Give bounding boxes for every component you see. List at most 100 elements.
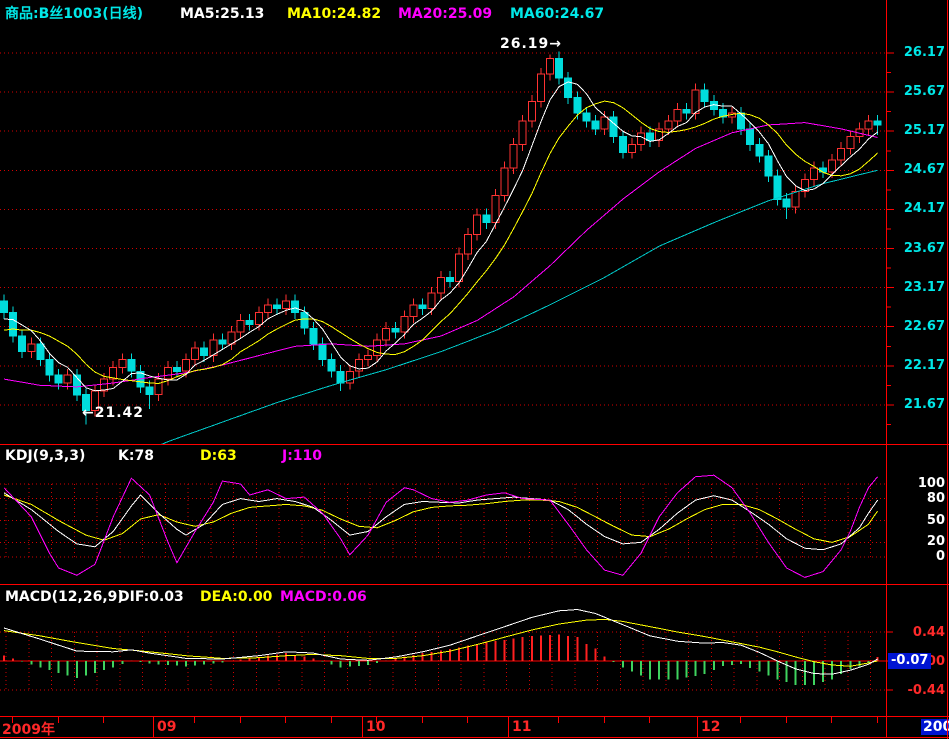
timeline-week-tick: [58, 717, 59, 723]
candle: [418, 298, 427, 315]
candle: [373, 333, 382, 362]
price-axis-label: 23.67: [903, 241, 945, 256]
candlestick-plot[interactable]: [0, 28, 949, 444]
candle: [200, 341, 209, 362]
candle: [191, 341, 200, 366]
candle: [500, 161, 509, 202]
candle: [282, 294, 291, 315]
macd-axis: 0.440.00-0.44: [890, 584, 948, 714]
candle: [791, 185, 800, 214]
candle: [291, 294, 300, 319]
candle: [873, 114, 882, 136]
candle: [427, 286, 436, 315]
price-axis-label: 25.17: [903, 123, 945, 138]
price-axis-label: 24.17: [903, 201, 945, 216]
ma60-readout: MA60:24.67: [510, 6, 605, 22]
timeline-week-tick: [422, 717, 423, 723]
price-axis-label: 26.17: [903, 45, 945, 60]
candle: [0, 294, 8, 319]
timeline[interactable]: 2009年 200 09 10 11 12: [0, 716, 949, 738]
timeline-month-line: [153, 717, 154, 738]
candle: [782, 193, 791, 219]
timeline-month-label: 10: [366, 719, 386, 735]
timeline-week-tick: [285, 717, 286, 723]
candle: [63, 368, 72, 390]
candle: [72, 368, 81, 401]
candle: [809, 161, 818, 186]
candle: [172, 361, 181, 378]
candle: [227, 325, 236, 351]
macd-plot[interactable]: [0, 584, 949, 714]
kdj-axis-label: 20: [926, 534, 945, 549]
timeline-week-tick: [877, 717, 878, 723]
candle: [18, 329, 27, 358]
timeline-month-label: 09: [157, 719, 177, 735]
kdj-plot[interactable]: [0, 444, 949, 584]
kdj-axis-label: 50: [926, 513, 945, 528]
kdj-axis: 100 80 50 20 0: [890, 444, 948, 584]
timeline-week-tick: [831, 717, 832, 723]
kdj-axis-label: 80: [926, 491, 945, 506]
timeline-week-tick: [740, 717, 741, 723]
ma10-readout: MA10:24.82: [287, 6, 382, 22]
candle: [773, 169, 782, 206]
candle: [27, 337, 36, 358]
timeline-week-tick: [376, 717, 377, 723]
candle: [345, 365, 354, 390]
candle: [9, 306, 18, 343]
timeline-month-label: 12: [701, 719, 721, 735]
ma20-readout: MA20:25.09: [398, 6, 493, 22]
price-axis: 26.17 25.67 25.17 24.67 24.17 23.67 23.17 22.67…: [890, 28, 948, 444]
candle: [564, 71, 573, 104]
timeline-week-tick: [558, 717, 559, 723]
candle: [327, 353, 336, 378]
kdj-title: KDJ(9,3,3): [5, 448, 86, 464]
candle: [864, 114, 873, 136]
timeline-week-tick: [467, 717, 468, 723]
candle: [109, 361, 118, 386]
candle: [627, 138, 636, 159]
candle: [163, 361, 172, 386]
macd-dea-value: DEA:0.00: [200, 589, 273, 605]
kdj-d-value: D:63: [200, 448, 237, 464]
macd-axis-label: 0.44: [912, 625, 945, 640]
macd-latest-badge: -0.07: [888, 653, 932, 669]
candle: [445, 271, 454, 288]
timeline-month-line: [697, 717, 698, 738]
macd-header: MACD(12,26,9) DIF:0.03 DEA:0.00 MACD:0.0…: [0, 586, 949, 606]
candle: [609, 110, 618, 143]
candle: [364, 349, 372, 366]
candle: [746, 122, 755, 151]
candle: [491, 189, 500, 229]
candle: [509, 138, 518, 175]
candle: [846, 130, 855, 155]
panel-divider: [0, 444, 949, 445]
candle: [263, 298, 272, 319]
candle: [764, 150, 773, 182]
candle: [673, 103, 682, 128]
bottom-border: [0, 737, 949, 738]
right-border-line: [947, 0, 948, 739]
candle: [455, 247, 463, 288]
candle: [482, 208, 491, 229]
timeline-week-tick: [240, 717, 241, 723]
candle: [236, 314, 245, 339]
candle: [555, 51, 564, 85]
candle: [118, 353, 127, 374]
candle: [209, 333, 218, 362]
candle: [600, 110, 609, 136]
candle: [800, 173, 809, 198]
candle: [755, 138, 764, 163]
candle: [682, 103, 691, 120]
macd-title: MACD(12,26,9): [5, 589, 124, 605]
candle: [400, 310, 409, 339]
candle: [36, 337, 45, 366]
timeline-week-tick: [331, 717, 332, 723]
candle: [354, 353, 363, 378]
kdj-k-value: K:78: [118, 448, 154, 464]
ma5-readout: MA5:25.13: [180, 6, 265, 22]
price-axis-label: 24.67: [903, 162, 945, 177]
candle: [473, 208, 482, 241]
candle: [273, 298, 281, 315]
